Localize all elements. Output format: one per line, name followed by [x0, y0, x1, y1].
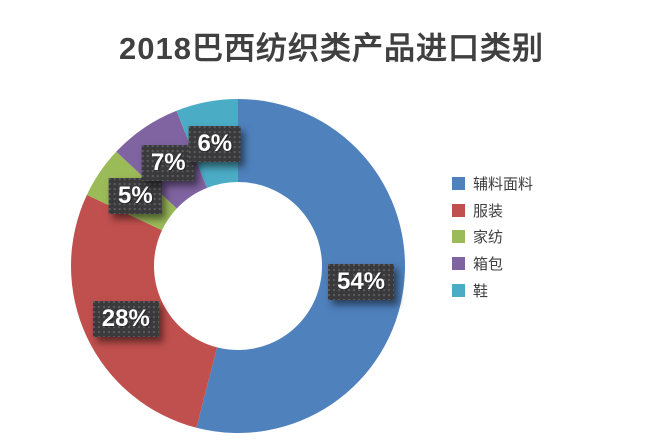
legend-swatch-icon — [452, 230, 465, 244]
legend-label: 家纺 — [473, 229, 504, 247]
legend-swatch-icon — [452, 176, 465, 190]
chart-title: 2018巴西纺织类产品进口类别 — [119, 31, 544, 66]
legend-swatch-icon — [452, 203, 465, 217]
legend-item-箱包: 箱包 — [452, 253, 542, 274]
legend-item-服装: 服装 — [452, 200, 542, 221]
pie-slice-辅料面料 — [196, 99, 406, 434]
legend-swatch-icon — [452, 257, 465, 271]
legend-swatch-icon — [452, 284, 465, 298]
pie-slice-服装 — [70, 194, 218, 428]
legend-label: 箱包 — [473, 256, 504, 274]
legend-label: 辅料面料 — [473, 175, 534, 193]
legend-label: 鞋 — [473, 283, 489, 301]
legend-item-家纺: 家纺 — [452, 226, 542, 247]
legend-label: 服装 — [473, 202, 504, 220]
legend-item-鞋: 鞋 — [452, 280, 542, 301]
legend-item-辅料面料: 辅料面料 — [452, 173, 542, 194]
legend: 辅料面料服装家纺箱包鞋 — [442, 162, 546, 312]
